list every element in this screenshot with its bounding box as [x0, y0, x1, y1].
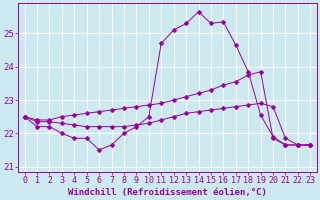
- X-axis label: Windchill (Refroidissement éolien,°C): Windchill (Refroidissement éolien,°C): [68, 188, 267, 197]
